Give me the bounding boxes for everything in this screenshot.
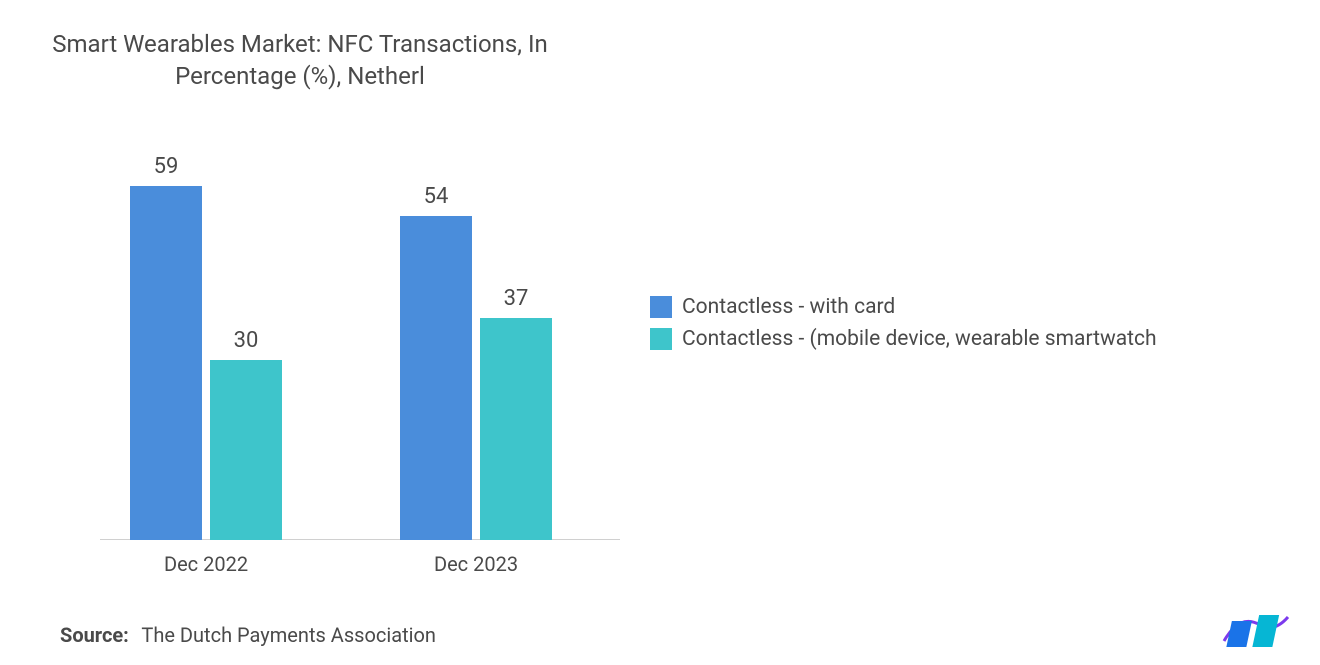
legend-label-0: Contactless - with card: [682, 295, 895, 319]
chart-plot-area: 59 30 54 37: [100, 120, 620, 540]
legend-label-1: Contactless - (mobile device, wearable s…: [682, 327, 1157, 351]
source-text: The Dutch Payments Association: [141, 623, 436, 647]
brand-logo-icon: [1220, 611, 1292, 647]
bar-group-1: 54 37: [400, 216, 552, 540]
source-label: Source:: [60, 623, 129, 647]
bar-s0-c0: 59: [130, 186, 202, 540]
source-attribution: Source: The Dutch Payments Association: [60, 623, 436, 647]
x-axis-labels: Dec 2022 Dec 2023: [100, 552, 620, 582]
bar-value-label: 30: [234, 328, 259, 353]
legend-swatch-0: [650, 296, 672, 318]
x-axis-label-0: Dec 2022: [164, 552, 248, 576]
legend-item-0: Contactless - with card: [650, 295, 1157, 319]
bar-value-label: 59: [154, 154, 179, 179]
bar-value-label: 54: [424, 184, 449, 209]
bar-s1-c0: 30: [210, 360, 282, 540]
legend-swatch-1: [650, 328, 672, 350]
bar-value-label: 37: [504, 286, 529, 311]
bar-group-0: 59 30: [130, 186, 282, 540]
chart-title: Smart Wearables Market: NFC Transactions…: [40, 28, 560, 93]
x-axis-label-1: Dec 2023: [434, 552, 518, 576]
chart-legend: Contactless - with card Contactless - (m…: [650, 295, 1157, 351]
bar-s1-c1: 37: [480, 318, 552, 540]
bar-s0-c1: 54: [400, 216, 472, 540]
legend-item-1: Contactless - (mobile device, wearable s…: [650, 327, 1157, 351]
